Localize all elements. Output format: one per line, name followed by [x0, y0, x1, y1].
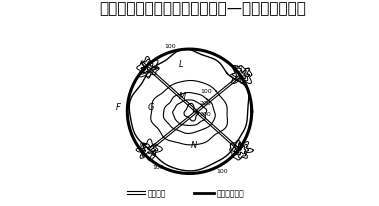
Text: D: D [141, 66, 148, 75]
Text: 干线公路: 干线公路 [147, 188, 166, 197]
Text: 200: 200 [200, 101, 211, 106]
Text: 100: 100 [164, 44, 176, 49]
Text: N: N [191, 140, 197, 149]
Text: 100: 100 [216, 168, 228, 173]
Text: M: M [179, 92, 186, 101]
Text: 100: 100 [231, 64, 243, 69]
Text: 100: 100 [153, 164, 164, 169]
Text: 100: 100 [200, 89, 211, 94]
Text: C: C [240, 75, 246, 83]
Text: F: F [116, 103, 121, 112]
Text: 300: 300 [200, 111, 211, 116]
Text: B: B [237, 143, 243, 152]
Text: 城市地租等高线分布图（向外凸—交通通达度高）: 城市地租等高线分布图（向外凸—交通通达度高） [99, 1, 305, 16]
Text: G: G [147, 103, 154, 112]
Text: 城乡外围公路: 城乡外围公路 [216, 188, 244, 197]
Text: E: E [142, 143, 147, 152]
Text: L: L [179, 60, 183, 69]
